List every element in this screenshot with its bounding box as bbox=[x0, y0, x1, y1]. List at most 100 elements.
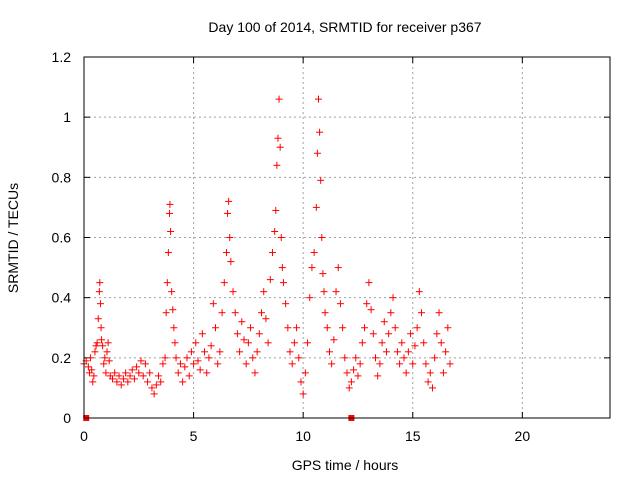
data-point bbox=[413, 324, 421, 332]
data-point bbox=[350, 366, 358, 374]
data-point bbox=[374, 372, 382, 380]
data-point bbox=[255, 330, 263, 338]
data-point bbox=[99, 342, 107, 350]
data-point bbox=[162, 309, 170, 317]
data-point bbox=[90, 372, 98, 380]
data-point bbox=[325, 348, 333, 356]
data-point bbox=[150, 390, 158, 398]
data-point bbox=[426, 369, 434, 377]
data-point bbox=[415, 288, 423, 296]
data-point bbox=[95, 288, 103, 296]
data-point bbox=[336, 300, 344, 308]
data-point bbox=[101, 354, 109, 362]
data-point bbox=[148, 384, 156, 392]
data-point bbox=[100, 360, 108, 368]
data-point bbox=[163, 279, 171, 287]
data-point bbox=[301, 369, 309, 377]
data-point bbox=[224, 209, 232, 217]
data-point bbox=[229, 288, 237, 296]
data-point bbox=[137, 357, 145, 365]
data-point bbox=[442, 348, 450, 356]
data-point bbox=[389, 294, 397, 302]
data-point bbox=[290, 339, 298, 347]
x-tick-label: 5 bbox=[190, 428, 198, 444]
data-point bbox=[304, 339, 312, 347]
x-axis-label: GPS time / hours bbox=[292, 457, 399, 473]
data-point bbox=[240, 336, 248, 344]
data-point bbox=[279, 279, 287, 287]
data-point bbox=[238, 318, 246, 326]
data-point bbox=[264, 339, 272, 347]
data-point bbox=[209, 300, 217, 308]
data-point bbox=[225, 197, 233, 205]
data-point bbox=[418, 309, 426, 317]
y-axis-label: SRMTID / TECUs bbox=[5, 183, 21, 293]
data-point bbox=[330, 336, 338, 344]
data-point bbox=[102, 369, 110, 377]
data-point bbox=[97, 324, 105, 332]
data-point bbox=[130, 375, 138, 383]
data-point bbox=[400, 354, 408, 362]
data-point bbox=[393, 348, 401, 356]
data-point bbox=[119, 375, 127, 383]
data-point bbox=[334, 264, 342, 272]
data-point bbox=[92, 342, 100, 350]
data-point bbox=[128, 366, 136, 374]
data-point bbox=[135, 369, 143, 377]
data-point bbox=[233, 330, 241, 338]
data-point bbox=[345, 384, 353, 392]
chart-title: Day 100 of 2014, SRMTID for receiver p36… bbox=[208, 19, 481, 35]
data-point bbox=[159, 360, 167, 368]
data-point bbox=[93, 339, 101, 347]
data-point bbox=[176, 360, 184, 368]
data-point bbox=[231, 309, 239, 317]
data-point bbox=[152, 381, 160, 389]
data-point bbox=[271, 227, 279, 235]
data-point bbox=[310, 249, 318, 257]
data-point bbox=[141, 360, 149, 368]
data-point bbox=[306, 294, 314, 302]
data-point bbox=[365, 279, 373, 287]
data-point bbox=[115, 372, 123, 380]
data-point bbox=[164, 249, 172, 257]
data-point bbox=[385, 330, 393, 338]
data-point bbox=[87, 354, 95, 362]
data-point bbox=[222, 249, 230, 257]
data-point bbox=[295, 354, 303, 362]
data-point bbox=[104, 339, 112, 347]
data-point bbox=[262, 315, 270, 323]
data-point bbox=[244, 339, 252, 347]
data-point bbox=[439, 369, 447, 377]
data-point bbox=[266, 276, 274, 284]
data-point bbox=[96, 300, 104, 308]
data-point bbox=[194, 357, 202, 365]
data-point bbox=[181, 363, 189, 371]
data-point bbox=[168, 288, 176, 296]
data-point bbox=[409, 360, 417, 368]
data-point bbox=[402, 369, 410, 377]
data-point bbox=[387, 309, 395, 317]
data-point bbox=[276, 143, 284, 151]
x-tick-label: 10 bbox=[295, 428, 311, 444]
data-point bbox=[144, 378, 152, 386]
data-point bbox=[157, 378, 165, 386]
data-point bbox=[321, 309, 329, 317]
data-point bbox=[84, 363, 92, 371]
data-point bbox=[170, 324, 178, 332]
data-point bbox=[183, 354, 191, 362]
data-point bbox=[103, 348, 111, 356]
data-point bbox=[341, 354, 349, 362]
x-tick-label: 20 bbox=[515, 428, 531, 444]
data-point bbox=[117, 381, 125, 389]
data-point bbox=[216, 348, 224, 356]
data-point bbox=[282, 300, 290, 308]
data-point bbox=[258, 309, 266, 317]
data-point bbox=[380, 318, 388, 326]
data-point bbox=[277, 234, 285, 241]
data-point bbox=[179, 378, 187, 386]
x-tick-label: 15 bbox=[405, 428, 421, 444]
data-point bbox=[284, 324, 292, 332]
data-point bbox=[126, 372, 134, 380]
data-point bbox=[166, 200, 174, 208]
